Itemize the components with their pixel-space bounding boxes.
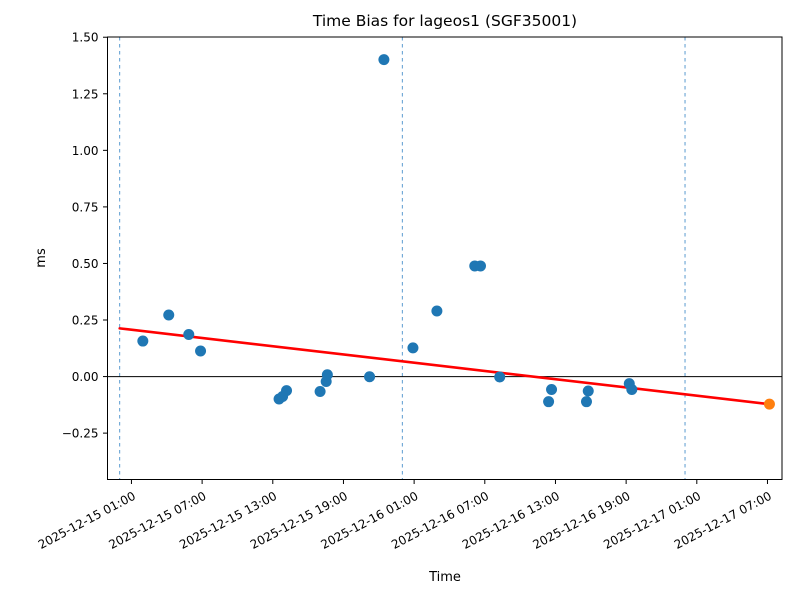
tick-layer: −0.250.000.250.500.751.001.251.502025-12… [36,31,774,552]
day-boundary-lines [119,37,686,480]
trend-line [118,327,771,406]
data-point [582,385,594,397]
highlight-point [763,398,775,410]
data-point [431,305,443,317]
data-point [543,396,555,408]
y-tick-label: −0.25 [62,427,99,441]
data-point [378,54,390,66]
y-axis-label: ms [34,248,49,268]
y-tick-label: 0.25 [72,314,99,328]
data-point [195,345,207,357]
trend-line-layer [118,327,771,406]
data-point [580,396,592,408]
x-axis-label: Time [428,570,461,585]
y-tick-label: 0.00 [72,370,99,384]
data-point [494,371,506,383]
axes-frame-layer [107,36,783,480]
plot-border [107,36,783,480]
y-tick-label: 1.00 [72,144,99,158]
data-point [546,383,558,395]
data-point [314,385,326,397]
y-tick-label: 1.25 [72,87,99,101]
scatter-points-layer [137,54,775,410]
data-point [626,383,638,395]
data-point [163,309,175,321]
y-tick-label: 1.50 [72,31,99,45]
y-tick-label: 0.75 [72,200,99,214]
data-point [281,385,293,397]
data-point [137,335,149,347]
data-point [364,371,376,383]
data-point [407,342,419,354]
data-point [474,260,486,272]
data-point [183,328,195,340]
chart-title: Time Bias for lageos1 (SGF35001) [312,12,577,30]
y-tick-label: 0.50 [72,257,99,271]
data-point [321,369,333,381]
